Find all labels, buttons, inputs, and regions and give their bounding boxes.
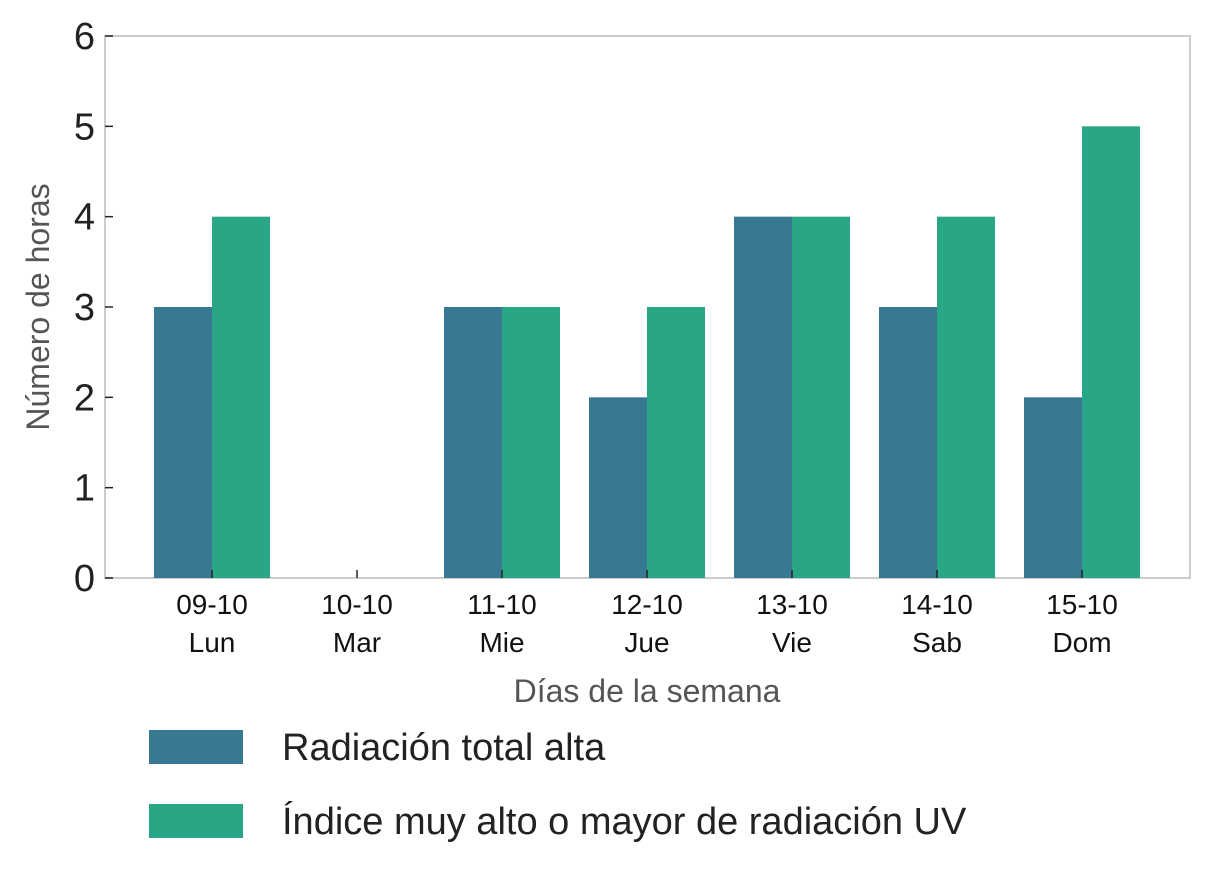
- x-axis: 09-10 Lun 10-10 Mar 11-10 Mie 12-10 Jue 13-10 Vie…: [176, 570, 1118, 658]
- bar-indice-uv-0: [212, 216, 270, 578]
- x-tick-label-day: Mie: [479, 627, 524, 658]
- x-tick-label-day: Sab: [912, 627, 962, 658]
- bar-radiacion-total-5: [879, 307, 937, 578]
- legend-label-1: Índice muy alto o mayor de radiación UV: [282, 800, 967, 843]
- bar-radiacion-total-0: [154, 307, 212, 578]
- y-axis-label: Número de horas: [20, 183, 56, 430]
- x-tick-label-day: Lun: [189, 627, 236, 658]
- bar-indice-uv-5: [937, 216, 995, 578]
- bar-indice-uv-2: [502, 307, 560, 578]
- bar-indice-uv-4: [792, 216, 850, 578]
- y-tick-label: 5: [74, 106, 95, 148]
- y-tick-label: 3: [74, 287, 95, 329]
- legend-swatch-0: [149, 730, 243, 764]
- bars-group: [154, 126, 1140, 578]
- bar-radiacion-total-3: [589, 397, 647, 578]
- bar-indice-uv-3: [647, 307, 705, 578]
- y-axis: 0 1 2 3 4 5 6: [74, 16, 113, 600]
- x-tick-label-date: 09-10: [176, 589, 248, 620]
- legend-swatch-1: [149, 804, 243, 838]
- legend: Radiación total alta Índice muy alto o ma…: [149, 727, 967, 843]
- bar-indice-uv-6: [1082, 126, 1140, 578]
- bar-radiacion-total-2: [444, 307, 502, 578]
- y-tick-label: 6: [74, 16, 95, 58]
- x-tick-label-day: Dom: [1052, 627, 1111, 658]
- x-tick-label-date: 10-10: [321, 589, 393, 620]
- x-tick-label-date: 15-10: [1046, 589, 1118, 620]
- x-tick-label-date: 12-10: [611, 589, 683, 620]
- x-tick-label-day: Jue: [624, 627, 669, 658]
- y-tick-label: 2: [74, 377, 95, 419]
- legend-label-0: Radiación total alta: [282, 727, 606, 769]
- y-tick-label: 0: [74, 558, 95, 600]
- x-axis-label: Días de la semana: [514, 673, 781, 709]
- x-tick-label-day: Mar: [333, 627, 381, 658]
- x-tick-label-date: 14-10: [901, 589, 973, 620]
- x-tick-label-day: Vie: [772, 627, 812, 658]
- bar-radiacion-total-6: [1024, 397, 1082, 578]
- x-tick-label-date: 13-10: [756, 589, 828, 620]
- y-tick-label: 4: [74, 197, 95, 239]
- y-tick-label: 1: [74, 468, 95, 510]
- x-tick-label-date: 11-10: [467, 589, 537, 620]
- bar-radiacion-total-4: [734, 216, 792, 578]
